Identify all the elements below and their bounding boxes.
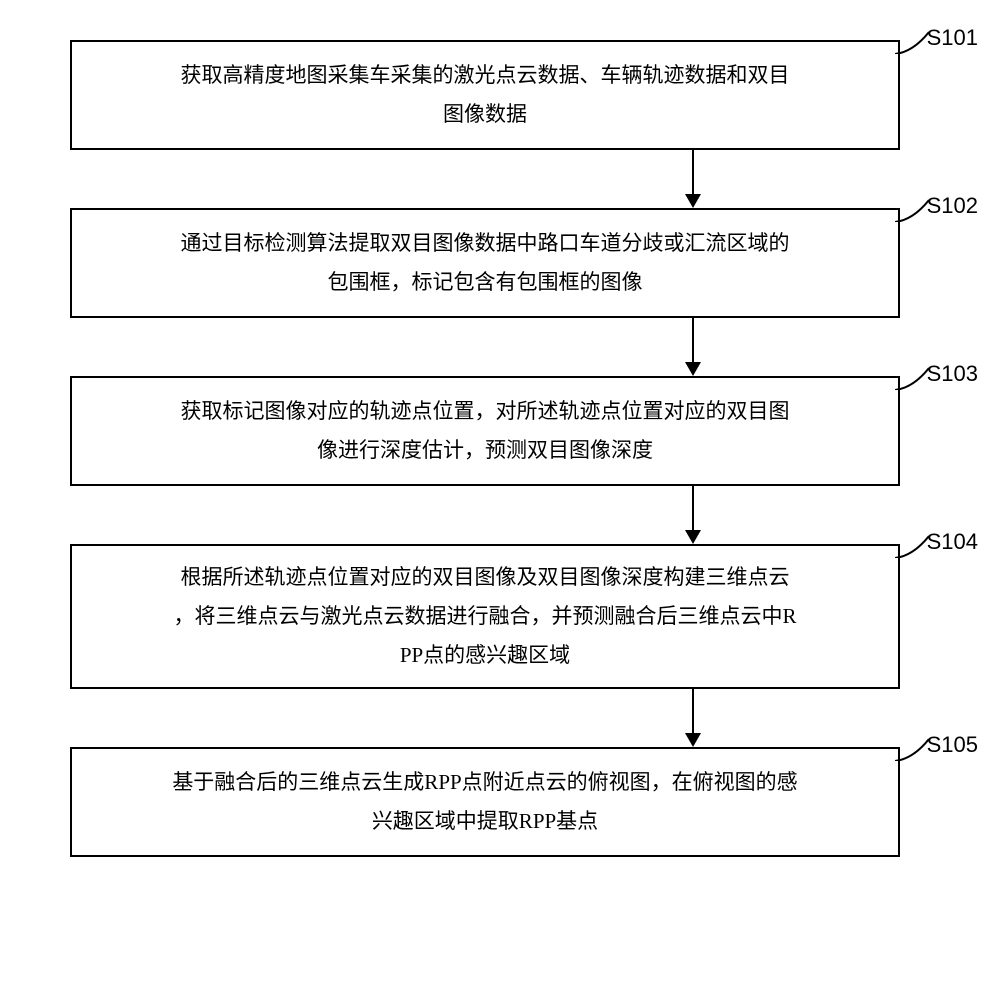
text-line: 获取高精度地图采集车采集的激光点云数据、车辆轨迹数据和双目 <box>181 63 790 87</box>
arrow-4-5 <box>465 689 920 747</box>
step-text: 根据所述轨迹点位置对应的双目图像及双目图像深度构建三维点云 ，将三维点云与激光点… <box>173 558 796 675</box>
text-line: 兴趣区域中提取RPP基点 <box>372 809 598 833</box>
step-text: 获取高精度地图采集车采集的激光点云数据、车辆轨迹数据和双目 图像数据 <box>181 56 790 134</box>
text-line: ，将三维点云与激光点云数据进行融合，并预测融合后三维点云中R <box>173 604 796 628</box>
arrow-3-4 <box>465 486 920 544</box>
text-line: 通过目标检测算法提取双目图像数据中路口车道分歧或汇流区域的 <box>181 231 790 255</box>
step-label-s104: S104 <box>927 522 978 563</box>
text-line: 包围框，标记包含有包围框的图像 <box>328 270 643 294</box>
step-s103: S103 获取标记图像对应的轨迹点位置，对所述轨迹点位置对应的双目图 像进行深度… <box>70 376 900 486</box>
step-text: 基于融合后的三维点云生成RPP点附近点云的俯视图，在俯视图的感 兴趣区域中提取R… <box>172 763 797 841</box>
text-line: 获取标记图像对应的轨迹点位置，对所述轨迹点位置对应的双目图 <box>181 399 790 423</box>
step-label-s102: S102 <box>927 186 978 227</box>
text-line: 基于融合后的三维点云生成RPP点附近点云的俯视图，在俯视图的感 <box>172 770 797 794</box>
step-label-s105: S105 <box>927 725 978 766</box>
step-s105: S105 基于融合后的三维点云生成RPP点附近点云的俯视图，在俯视图的感 兴趣区… <box>70 747 900 857</box>
flowchart-container: S101 获取高精度地图采集车采集的激光点云数据、车辆轨迹数据和双目 图像数据 … <box>70 40 920 857</box>
text-line: 像进行深度估计，预测双目图像深度 <box>317 438 653 462</box>
step-text: 通过目标检测算法提取双目图像数据中路口车道分歧或汇流区域的 包围框，标记包含有包… <box>181 224 790 302</box>
text-line: PP点的感兴趣区域 <box>400 643 570 667</box>
arrow-2-3 <box>465 318 920 376</box>
step-label-s101: S101 <box>927 18 978 59</box>
text-line: 根据所述轨迹点位置对应的双目图像及双目图像深度构建三维点云 <box>180 565 789 589</box>
text-line: 图像数据 <box>443 102 527 126</box>
step-text: 获取标记图像对应的轨迹点位置，对所述轨迹点位置对应的双目图 像进行深度估计，预测… <box>181 392 790 470</box>
step-s104: S104 根据所述轨迹点位置对应的双目图像及双目图像深度构建三维点云 ，将三维点… <box>70 544 900 689</box>
step-label-s103: S103 <box>927 354 978 395</box>
step-s102: S102 通过目标检测算法提取双目图像数据中路口车道分歧或汇流区域的 包围框，标… <box>70 208 900 318</box>
arrow-1-2 <box>465 150 920 208</box>
step-s101: S101 获取高精度地图采集车采集的激光点云数据、车辆轨迹数据和双目 图像数据 <box>70 40 900 150</box>
